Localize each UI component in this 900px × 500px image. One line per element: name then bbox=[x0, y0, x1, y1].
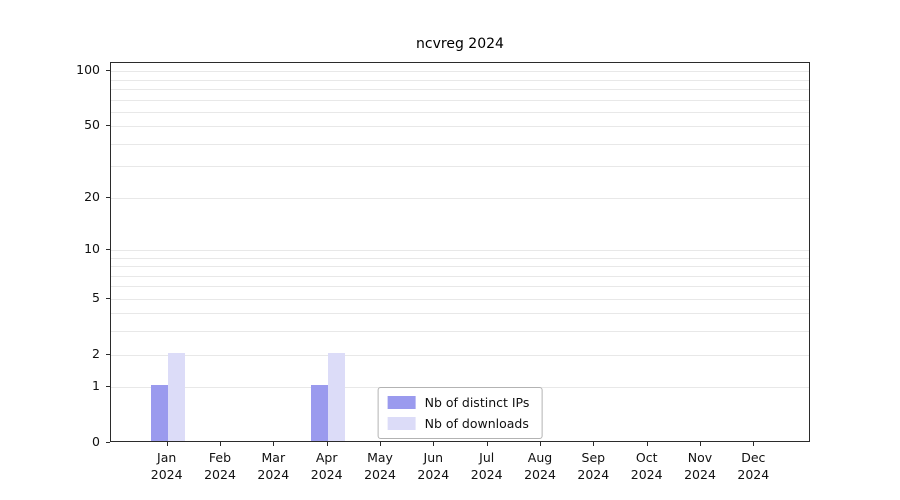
legend-label-distinct-ips: Nb of distinct IPs bbox=[424, 395, 530, 410]
gridline bbox=[111, 266, 809, 267]
y-tick-label: 1 bbox=[92, 378, 100, 394]
x-tick-mark bbox=[380, 442, 381, 446]
y-tick-mark bbox=[106, 297, 110, 299]
y-tick-label: 100 bbox=[76, 62, 100, 78]
x-tick-mark bbox=[326, 442, 328, 446]
bar-downloads bbox=[167, 352, 185, 441]
gridline bbox=[111, 354, 809, 356]
y-tick-mark bbox=[106, 70, 110, 72]
gridline bbox=[111, 275, 809, 277]
x-tick-label: Aug 2024 bbox=[524, 450, 556, 482]
y-tick-mark bbox=[106, 196, 110, 198]
plot-area: Nb of distinct IPs Nb of downloads bbox=[110, 62, 810, 442]
gridline bbox=[111, 143, 809, 145]
legend-label-downloads: Nb of downloads bbox=[424, 416, 529, 431]
x-tick-label: Mar 2024 bbox=[257, 450, 290, 482]
bar-downloads bbox=[327, 352, 345, 441]
x-tick-mark bbox=[486, 442, 488, 446]
gridline bbox=[111, 71, 809, 73]
gridline bbox=[111, 249, 809, 251]
legend-swatch-distinct-ips bbox=[387, 396, 416, 409]
x-tick-mark bbox=[540, 442, 541, 446]
gridline bbox=[111, 166, 809, 168]
gridline bbox=[111, 286, 809, 288]
legend: Nb of distinct IPs Nb of downloads bbox=[377, 387, 543, 439]
legend-item-downloads: Nb of downloads bbox=[387, 416, 530, 431]
legend-item-distinct-ips: Nb of distinct IPs bbox=[387, 395, 530, 410]
gridline bbox=[111, 298, 809, 300]
y-tick-label: 2 bbox=[92, 345, 100, 361]
gridlines-layer bbox=[111, 63, 809, 441]
x-tick-label: Sep 2024 bbox=[577, 450, 610, 482]
y-tick-label: 50 bbox=[84, 117, 100, 133]
gridline bbox=[111, 111, 809, 113]
y-tick-label: 20 bbox=[84, 188, 100, 204]
gridline bbox=[111, 197, 809, 199]
x-tick-label: Jun 2024 bbox=[417, 450, 450, 482]
x-tick-mark bbox=[166, 442, 168, 446]
x-tick-label: Jan 2024 bbox=[150, 450, 183, 482]
y-tick-mark bbox=[106, 353, 110, 355]
x-tick-label: Apr 2024 bbox=[310, 450, 343, 482]
gridline bbox=[111, 79, 809, 81]
x-tick-mark bbox=[273, 442, 275, 446]
x-tick-label: Dec 2024 bbox=[737, 450, 770, 482]
bar-distinct-ips bbox=[310, 385, 328, 441]
bar-distinct-ips bbox=[150, 385, 168, 441]
x-tick-mark bbox=[700, 442, 701, 446]
legend-swatch-downloads bbox=[387, 417, 416, 430]
y-tick-mark bbox=[106, 125, 110, 127]
y-tick-mark bbox=[106, 442, 110, 443]
y-tick-label: 0 bbox=[92, 434, 100, 449]
y-tick-mark bbox=[106, 386, 110, 388]
gridline bbox=[111, 313, 809, 315]
x-tick-mark bbox=[646, 442, 648, 446]
y-tick-label: 5 bbox=[92, 289, 100, 305]
y-tick-label: 10 bbox=[84, 240, 100, 256]
x-tick-mark bbox=[433, 442, 435, 446]
gridline bbox=[111, 89, 809, 91]
gridline bbox=[111, 99, 809, 101]
x-tick-label: May 2024 bbox=[364, 450, 396, 482]
y-tick-mark bbox=[106, 248, 110, 250]
gridline bbox=[111, 331, 809, 333]
gridline bbox=[111, 126, 809, 128]
x-tick-label: Feb 2024 bbox=[204, 450, 236, 482]
x-tick-mark bbox=[593, 442, 595, 446]
bars-layer bbox=[111, 63, 809, 441]
x-tick-label: Oct 2024 bbox=[630, 450, 663, 482]
chart-title: ncvreg 2024 bbox=[416, 36, 504, 52]
gridline bbox=[111, 257, 809, 259]
x-tick-mark bbox=[220, 442, 221, 446]
x-tick-mark bbox=[753, 442, 755, 446]
x-tick-label: Nov 2024 bbox=[684, 450, 716, 482]
x-tick-label: Jul 2024 bbox=[470, 450, 503, 482]
